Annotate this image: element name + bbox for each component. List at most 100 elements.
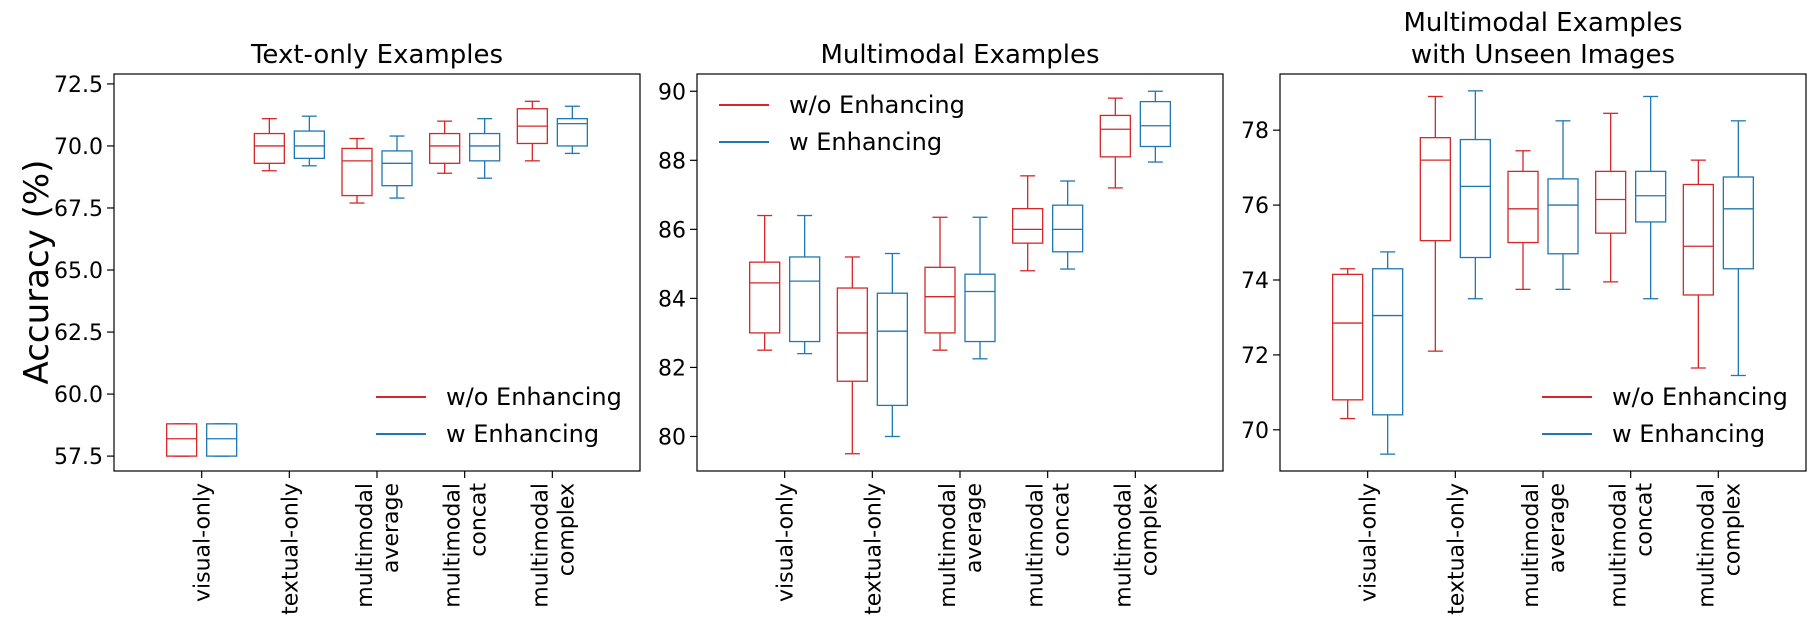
box-iqr (1635, 170, 1667, 223)
x-tick-label: multimodal (936, 483, 961, 608)
x-tick-label: complex (1137, 483, 1162, 576)
y-tick-label: 84 (658, 287, 686, 312)
box-wo-enhancing (924, 216, 956, 351)
box-wo-enhancing (341, 137, 373, 204)
x-tick-label: concat (467, 483, 492, 557)
panel-2: Multimodal Examples 80 82 84 86 88 90 visual-on… (658, 40, 1224, 615)
legend-label: w Enhancing (789, 128, 942, 156)
box-w-enhancing (1052, 180, 1084, 270)
x-tick-label: multimodal (1694, 483, 1719, 608)
box-wo-enhancing (516, 100, 548, 162)
box-wo-enhancing (1099, 97, 1131, 189)
box-iqr (964, 273, 996, 343)
legend-label: w Enhancing (1612, 420, 1765, 448)
x-tick-label: visual-only (774, 483, 799, 602)
y-tick-label: 76 (1241, 194, 1269, 219)
box-w-enhancing (381, 135, 413, 199)
legend-label: w/o Enhancing (1612, 383, 1788, 411)
box-iqr (556, 118, 588, 147)
box-wo-enhancing (836, 256, 868, 455)
x-tick-label: complex (554, 483, 579, 576)
y-tick-label: 67.5 (54, 197, 103, 222)
box-w-enhancing (293, 115, 325, 167)
y-tick-label: 70 (1241, 419, 1269, 444)
panel-title: Multimodal Examples (820, 40, 1099, 70)
plot-frame (113, 73, 641, 472)
x-tick-label: multimodal (1607, 483, 1632, 608)
box-wo-enhancing (166, 423, 198, 457)
x-tick-label: average (379, 483, 404, 573)
box-w-enhancing (1635, 95, 1667, 300)
box-iqr (876, 292, 908, 407)
panel-1: Text-only Examples 57.5 60.0 62.5 65.0 67.5 70… (54, 40, 641, 615)
box-iqr (1372, 268, 1404, 416)
legend: w/o Enhancing w Enhancing (1542, 383, 1788, 448)
box-iqr (1722, 176, 1754, 270)
box-wo-enhancing (1419, 95, 1451, 352)
box-iqr (1012, 207, 1044, 244)
box-iqr (381, 150, 413, 187)
box-w-enhancing (556, 105, 588, 155)
box-w-enhancing (876, 252, 908, 438)
panel-title-line: Multimodal Examples (1403, 8, 1682, 38)
box-w-enhancing (469, 118, 501, 179)
box-w-enhancing (206, 423, 238, 457)
box-iqr (836, 287, 868, 382)
x-tick-label: multimodal (1024, 483, 1049, 608)
box-iqr (749, 261, 781, 334)
box-w-enhancing (1547, 120, 1579, 291)
box-iqr (1099, 114, 1131, 158)
box-w-enhancing (1139, 90, 1171, 163)
plot-frame (696, 73, 1224, 472)
box-w-enhancing (1459, 90, 1491, 300)
box-w-enhancing (1722, 120, 1754, 377)
box-iqr (1507, 170, 1539, 244)
box-wo-enhancing (1595, 112, 1627, 283)
y-tick-label: 90 (658, 80, 686, 105)
x-tick-label: average (1545, 483, 1570, 573)
x-tick-label: multimodal (441, 483, 466, 608)
box-iqr (1595, 170, 1627, 234)
box-iqr (1682, 183, 1714, 296)
x-tick-label: concat (1633, 483, 1658, 557)
legend-label: w/o Enhancing (446, 383, 622, 411)
box-w-enhancing (789, 214, 821, 355)
x-tick-label: multimodal (353, 483, 378, 608)
y-tick-label: 74 (1241, 269, 1269, 294)
y-tick-label: 62.5 (54, 321, 103, 346)
x-tick-label: multimodal (1111, 483, 1136, 608)
box-iqr (429, 132, 461, 164)
box-iqr (1332, 273, 1364, 401)
legend-label: w Enhancing (446, 420, 599, 448)
box-w-enhancing (1372, 251, 1404, 455)
x-tick-label: visual-only (1357, 483, 1382, 602)
y-axis-label: Accuracy (%) (17, 160, 57, 385)
box-iqr (924, 266, 956, 334)
x-tick-label: multimodal (1519, 483, 1544, 608)
box-iqr (1547, 178, 1579, 255)
box-iqr (1459, 138, 1491, 259)
box-wo-enhancing (1332, 268, 1364, 420)
box-iqr (1052, 204, 1084, 253)
x-tick-label: multimodal (528, 483, 553, 608)
box-iqr (1419, 137, 1451, 242)
box-iqr (166, 423, 198, 457)
plot-frame (1279, 73, 1807, 472)
box-iqr (206, 423, 238, 457)
x-tick-label: textual-only (861, 483, 886, 615)
x-tick-label: concat (1050, 483, 1075, 557)
x-tick-label: complex (1720, 483, 1745, 576)
box-wo-enhancing (1507, 150, 1539, 291)
y-tick-label: 88 (658, 149, 686, 174)
y-tick-label: 78 (1241, 119, 1269, 144)
y-tick-label: 82 (658, 356, 686, 381)
x-tick-label: visual-only (191, 483, 216, 602)
box-iqr (469, 132, 501, 162)
y-tick-label: 70.0 (54, 135, 103, 160)
y-tick-label: 72.5 (54, 73, 103, 98)
x-tick-label: average (962, 483, 987, 573)
box-iqr (253, 132, 285, 164)
y-tick-label: 57.5 (54, 445, 103, 470)
